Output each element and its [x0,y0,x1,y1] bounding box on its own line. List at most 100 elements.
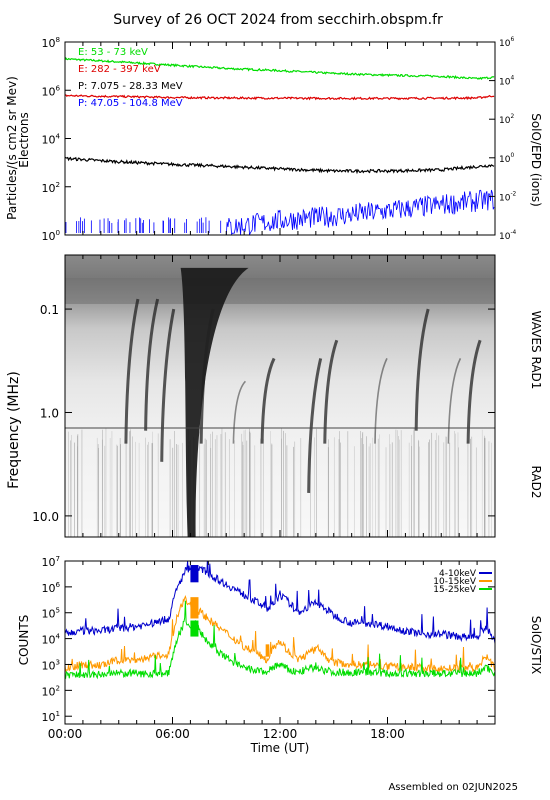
particles-right-ytick-label-3: 102 [499,114,514,126]
particles-series-0 [65,56,495,81]
radio-burst-10 [414,308,430,431]
xray-ytick-label-4-base: 10 [41,659,55,672]
radio-ytick-label-1: 1.0 [40,406,59,420]
particles-right-ytick-label-0-exp: -4 [510,230,516,236]
particles-right-ytick-label-2-base: 10 [499,155,511,165]
particles-right-ytick-label-4: 104 [499,76,514,88]
x-tick-label-3: 18:00 [370,727,405,741]
legend-electrons-high: E: 282 - 397 keV [78,64,161,75]
xray-ytick-label-0: 107 [41,554,60,569]
radio-burst-8 [323,339,339,444]
x-tick-label-2: 12:00 [263,727,298,741]
particles-ytick-label-2-exp: 4 [55,132,60,141]
radio-burst-1 [144,298,160,431]
particles-right-label: SolO/EPD (ions) [529,113,543,207]
particles-right-ytick-label-5: 106 [499,37,514,49]
xray-ytick-label-2-base: 10 [41,608,55,621]
xray-attenuator-block-green [190,620,199,637]
radio-burst-3 [180,267,249,537]
particles-ytick-label-2: 104 [41,132,60,147]
x-axis-label: Time (UT) [250,741,310,755]
xray-ytick-label-1: 106 [41,580,60,595]
particles-ytick-label-0-exp: 0 [55,228,60,237]
particles-right-ytick-label-0-base: 10 [499,232,511,242]
radio-right-label-rad2: RAD2 [529,466,543,499]
particles-right-ytick-label-1-exp: -2 [510,191,516,197]
particles-right-ytick-label-0: 10-4 [499,230,517,242]
x-tick-label-0: 00:00 [48,727,83,741]
particles-y-label-electrons: Electrons [17,112,31,167]
xray-series-2 [65,600,495,680]
legend-electrons-low: E: 53 - 73 keV [78,47,148,58]
xray-attenuator-block-blue [190,565,199,583]
legend-15-25kev: 15-25keV [433,585,477,595]
xray-series-0 [65,561,495,644]
radio-ytick-label-0: 0.1 [40,303,59,317]
particles-right-ytick-label-3-base: 10 [499,116,511,126]
xray-ytick-label-6-base: 10 [41,711,55,724]
legend-protons-low: P: 7.075 - 28.33 MeV [78,81,183,92]
xray-ytick-label-0-base: 10 [41,556,55,569]
xray-ytick-label-4-exp: 3 [55,657,60,666]
radio-y-label: Frequency (MHz) [6,371,22,489]
xray-ytick-label-5-base: 10 [41,685,55,698]
xray-series-1 [65,595,495,674]
radio-burst-12 [466,339,482,444]
radio-right-label-rad1: WAVES RAD1 [529,311,543,390]
legend-4-10kev: 4-10keV [439,569,477,579]
radio-burst-0 [124,298,140,444]
xray-legend: 4-10keV 10-15keV 15-25keV [433,569,492,595]
particles-ytick-label-3: 106 [41,83,60,98]
xray-ytick-label-3-exp: 4 [55,632,60,641]
xray-ytick-label-2: 105 [41,606,60,621]
particles-right-ytick-label-1-base: 10 [499,193,511,203]
particles-ytick-label-0-base: 10 [41,230,55,243]
particles-right-ytick-label-5-base: 10 [499,39,511,49]
xray-ytick-label-6: 101 [41,709,60,724]
legend-protons-high: P: 47.05 - 104.8 MeV [78,98,183,109]
particles-series-2 [65,156,495,175]
particles-ytick-label-2-base: 10 [41,134,55,147]
particles-right-ytick-label-2-exp: 0 [510,153,514,159]
particles-ytick-label-3-exp: 6 [55,83,60,92]
particles-ytick-label-1-base: 10 [41,182,55,195]
particles-ytick-label-4-base: 10 [41,37,55,50]
xray-attenuator-block-orange [190,597,199,619]
particles-y-label: Particles/(s cm2 sr Mev) [5,76,19,220]
radio-dark-band [65,278,495,304]
particles-right-ytick-label-2: 100 [499,153,514,165]
xray-ytick-label-6-exp: 1 [55,709,60,718]
xray-ytick-label-1-exp: 6 [55,580,60,589]
radio-burst-4 [199,308,215,444]
particles-right-ytick-label-4-exp: 4 [510,76,514,82]
legend-10-15kev: 10-15keV [433,577,477,587]
radio-burst-2 [160,308,176,462]
figure-title: Survey of 26 OCT 2024 from secchirh.obsp… [113,12,443,28]
particles-right-ytick-label-5-exp: 6 [510,37,514,43]
radio-burst-5 [232,380,247,444]
particles-ytick-label-1: 102 [41,180,60,195]
particles-ytick-label-4-exp: 8 [55,35,60,44]
radio-burst-11 [447,358,462,444]
footer-assembled: Assembled on 02JUN2025 [388,782,518,793]
particles-ytick-label-4: 108 [41,35,60,50]
x-tick-label-1: 06:00 [155,727,190,741]
particles-ytick-label-0: 100 [41,228,60,243]
particles-right-ytick-label-1: 10-2 [499,191,517,203]
particles-ytick-label-1-exp: 2 [55,180,60,189]
particles-right-ytick-label-4-base: 10 [499,78,511,88]
radio-ytick-label-2: 10.0 [32,510,59,524]
radio-burst-6 [260,357,276,444]
radio-panel: 0.1 1.0 10.0 Frequency (MHz) WAVES RAD1 RA… [6,254,543,538]
xray-ytick-label-3-base: 10 [41,634,55,647]
radio-burst-9 [374,358,388,444]
xray-right-label: SolO/STIX [529,616,543,675]
xray-ytick-label-1-base: 10 [41,582,55,595]
xray-ytick-label-2-exp: 5 [55,606,60,615]
particles-right-ytick-label-3-exp: 2 [510,114,514,120]
xray-y-label: COUNTS [17,615,31,666]
particles-ytick-label-3-base: 10 [41,85,55,98]
